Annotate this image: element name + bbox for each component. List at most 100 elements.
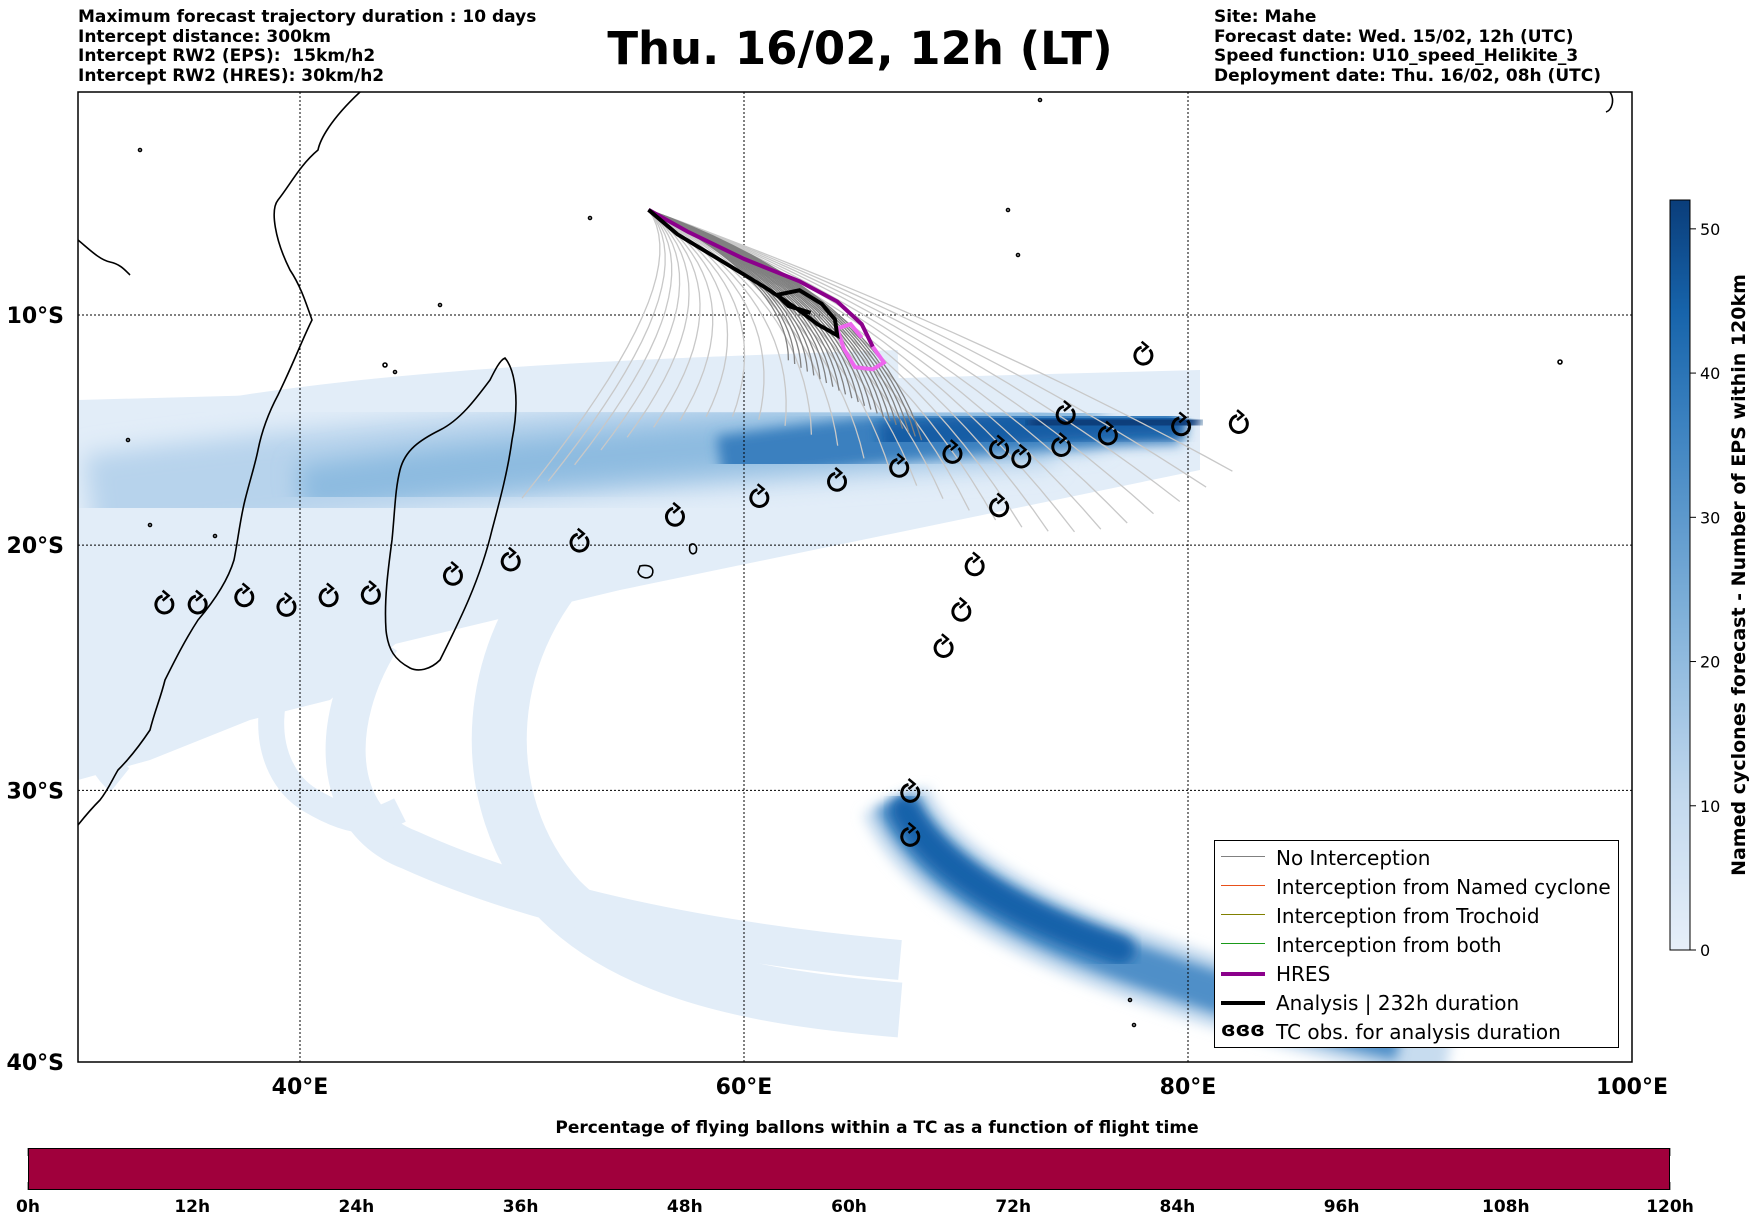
tc-obs-icon bbox=[900, 778, 921, 803]
tc-obs-icon bbox=[933, 633, 954, 658]
legend-label: TC obs. for analysis duration bbox=[1276, 1020, 1561, 1044]
info-right: Site: Mahe Forecast date: Wed. 15/02, 12… bbox=[1214, 7, 1601, 86]
legend-swatch bbox=[1221, 914, 1265, 915]
info-left-line: Maximum forecast trajectory duration : 1… bbox=[78, 7, 537, 27]
map-frame bbox=[77, 91, 1633, 1063]
axis-labels: 40°E 60°E 80°E 100°E 10°S 20°S 30°S 40°S bbox=[7, 304, 1668, 1100]
somalia-coast bbox=[78, 239, 131, 276]
legend-swatch bbox=[1221, 885, 1265, 886]
info-right-line: Site: Mahe bbox=[1214, 7, 1317, 27]
info-right-line: Forecast date: Wed. 15/02, 12h (UTC) bbox=[1214, 26, 1574, 47]
colorbar-gradient bbox=[1669, 199, 1691, 951]
eps-trajectory bbox=[648, 209, 923, 441]
tc-obs-icon bbox=[664, 501, 685, 527]
tc-obs-icon bbox=[989, 492, 1010, 518]
tc-obs-icon bbox=[964, 551, 985, 577]
pct-tick-label: 0h bbox=[16, 1197, 40, 1217]
pct-tick-label: 120h bbox=[1646, 1197, 1694, 1217]
tc-obs-icon bbox=[1133, 340, 1154, 366]
tc-obs-icon bbox=[234, 582, 255, 608]
legend-item: Analysis | 232h duration bbox=[1215, 988, 1618, 1017]
tc-obs-icon bbox=[827, 466, 848, 492]
eps-trajectory bbox=[600, 209, 681, 451]
pct-tick-label: 24h bbox=[339, 1197, 375, 1217]
tc-obs-icon bbox=[942, 439, 963, 464]
tc-obs-icon bbox=[1055, 400, 1076, 425]
legend-swatch bbox=[1221, 856, 1265, 857]
tc-obs-icon bbox=[889, 452, 910, 478]
tc-obs-icon bbox=[1171, 411, 1192, 437]
tc-observations bbox=[154, 340, 1249, 847]
analysis-track bbox=[647, 208, 840, 340]
legend-item: HRES bbox=[1215, 959, 1618, 988]
eps-trajectory bbox=[626, 209, 690, 438]
pct-tick-label: 72h bbox=[995, 1197, 1031, 1217]
eps-trajectory bbox=[648, 209, 813, 435]
mascarene-island bbox=[637, 564, 654, 579]
colorbar-tick-label: 50 bbox=[1700, 220, 1720, 239]
legend-swatch bbox=[1221, 972, 1265, 976]
tc-obs-icon bbox=[1097, 420, 1118, 446]
coastlines bbox=[78, 92, 1614, 1028]
tc-obs-icon bbox=[569, 527, 590, 553]
lat-tick-label: 10°S bbox=[7, 304, 64, 329]
eps-trajectory bbox=[521, 209, 661, 499]
pct-tick-label: 36h bbox=[503, 1197, 539, 1217]
legend-label: Interception from both bbox=[1276, 933, 1502, 957]
eps-trajectory bbox=[648, 209, 1207, 488]
lon-tick-label: 40°E bbox=[272, 1075, 329, 1100]
tc-obs-icon bbox=[318, 582, 339, 608]
tc-obs-icon bbox=[154, 589, 175, 615]
colorbar: 0 10 20 30 40 50 Named cyclones forecast - Nu… bbox=[1669, 199, 1750, 960]
lon-tick-label: 80°E bbox=[1160, 1075, 1217, 1100]
colorbar-tick-label: 40 bbox=[1700, 364, 1720, 383]
eps-trajectory bbox=[574, 209, 673, 466]
legend-item: Interception from both bbox=[1215, 930, 1618, 959]
lon-tick-label: 100°E bbox=[1596, 1075, 1668, 1100]
legend-label: No Interception bbox=[1276, 846, 1431, 870]
eps-trajectory bbox=[648, 209, 787, 426]
percentage-bar-labels: 0h 12h 24h 36h 48h 60h 72h 84h 96h 108h 120h bbox=[16, 1197, 1694, 1217]
lat-tick-label: 20°S bbox=[7, 534, 64, 559]
info-left-line: Intercept RW2 (EPS): 15km/h2 bbox=[78, 46, 376, 66]
pct-tick-label: 108h bbox=[1482, 1197, 1530, 1217]
colorbar-label: Named cyclones forecast - Number of EPS … bbox=[1728, 274, 1750, 876]
tc-obs-icon bbox=[442, 560, 463, 586]
mauritius-island bbox=[688, 543, 698, 555]
pct-tick-label: 48h bbox=[667, 1197, 703, 1217]
eps-trajectory bbox=[547, 209, 666, 482]
madagascar-coast bbox=[384, 357, 517, 671]
legend-item: Interception from Named cyclone bbox=[1215, 872, 1618, 901]
percentage-bar bbox=[28, 1148, 1670, 1190]
eps-trajectory bbox=[648, 209, 839, 446]
eps-trajectory bbox=[648, 209, 1181, 503]
tc-obs-icon bbox=[500, 546, 521, 572]
tc-obs-icon bbox=[951, 596, 972, 622]
legend-item: No Interception bbox=[1215, 843, 1618, 872]
lat-tick-label: 30°S bbox=[7, 779, 64, 804]
legend-label: Analysis | 232h duration bbox=[1276, 991, 1520, 1015]
page-title: Thu. 16/02, 12h (LT) bbox=[607, 22, 1113, 75]
lat-tick-label: 40°S bbox=[7, 1051, 64, 1076]
legend-label: Interception from Named cyclone bbox=[1276, 875, 1611, 899]
colorbar-ticks: 0 10 20 30 40 50 bbox=[1690, 220, 1720, 960]
tc-obs-icon bbox=[187, 589, 208, 615]
info-left-line: Intercept distance: 300km bbox=[78, 26, 331, 47]
tc-obs-icon bbox=[276, 592, 297, 617]
tc-obs-icon bbox=[989, 434, 1010, 460]
legend-item: Interception from Trochoid bbox=[1215, 901, 1618, 930]
eps-trajectory bbox=[648, 209, 1154, 515]
tc-obs-icon bbox=[900, 822, 921, 847]
eps-trajectory bbox=[648, 209, 765, 420]
legend-swatch bbox=[1221, 943, 1265, 944]
legend-swatch bbox=[1221, 1001, 1265, 1005]
info-left-line: Intercept RW2 (HRES): 30km/h2 bbox=[78, 65, 385, 86]
legend-label: HRES bbox=[1276, 962, 1331, 986]
tc-obs-icon bbox=[360, 580, 381, 605]
tc-obs-icon bbox=[1011, 443, 1032, 469]
legend: No Interception Interception from Named … bbox=[1214, 840, 1619, 1048]
colorbar-tick-label: 30 bbox=[1700, 508, 1720, 527]
info-right-line: Deployment date: Thu. 16/02, 08h (UTC) bbox=[1214, 65, 1601, 86]
tc-obs-icon bbox=[1228, 409, 1249, 434]
